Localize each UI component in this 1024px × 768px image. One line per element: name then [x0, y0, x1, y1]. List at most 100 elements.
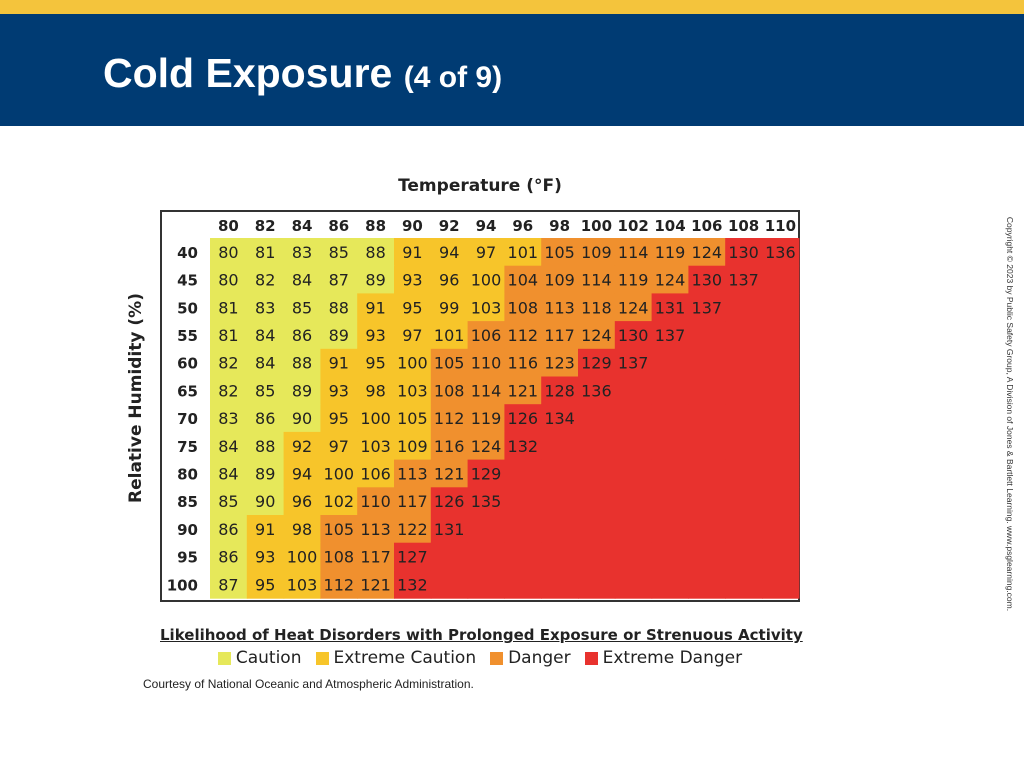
heat-cell-bg: [614, 570, 653, 599]
heat-cell-bg: [651, 293, 689, 322]
heat-cell-value: 93: [329, 381, 349, 400]
heat-cell-value: 85: [292, 298, 312, 317]
heat-cell-value: 131: [434, 520, 465, 539]
temperature-tick-label: 108: [728, 217, 759, 235]
heat-cell-value: 128: [544, 381, 575, 400]
heat-cell-value: 110: [360, 492, 391, 511]
heat-cell-value: 109: [581, 243, 612, 262]
image-credit: Courtesy of National Oceanic and Atmosph…: [143, 677, 474, 691]
heat-cell-bg: [725, 238, 763, 267]
temperature-tick-label: 100: [581, 217, 612, 235]
heat-cell-value: 96: [439, 271, 459, 290]
heat-cell-bg: [651, 542, 689, 571]
heat-cell-bg: [246, 321, 285, 350]
heat-cell-value: 130: [728, 243, 759, 262]
heat-cell-bg: [504, 542, 542, 571]
heat-cell-bg: [430, 348, 469, 378]
heat-cell-bg: [210, 238, 248, 267]
heat-cell-bg: [283, 348, 321, 378]
heat-cell-bg: [394, 431, 432, 461]
heat-cell-value: 113: [544, 298, 575, 317]
heat-cell-bg: [762, 404, 800, 433]
heat-cell-value: 80: [218, 243, 238, 262]
heat-cell-bg: [320, 265, 358, 294]
heat-cell-value: 114: [581, 271, 612, 290]
heat-cell-bg: [541, 293, 579, 322]
heat-cell-bg: [504, 404, 542, 433]
heat-cell-value: 129: [581, 354, 612, 373]
humidity-tick-label: 80: [177, 465, 198, 483]
heat-cell-bg: [578, 487, 616, 516]
heat-cell-bg: [725, 265, 763, 294]
slide-title-main: Cold Exposure: [103, 50, 393, 96]
heat-cell-value: 86: [218, 520, 238, 539]
heat-cell-value: 116: [434, 437, 465, 456]
heat-cell-bg: [762, 431, 800, 461]
heat-cell-bg: [688, 238, 726, 267]
heat-cell-bg: [210, 348, 248, 378]
heat-cell-value: 114: [471, 381, 502, 400]
temperature-tick-label: 106: [691, 217, 722, 235]
heat-cell-bg: [430, 293, 469, 322]
heat-cell-value: 105: [324, 520, 355, 539]
heat-cell-bg: [504, 348, 542, 378]
heat-cell-bg: [394, 265, 432, 294]
heat-cell-bg: [688, 459, 726, 488]
heat-cell-bg: [246, 431, 285, 461]
heat-cell-bg: [430, 238, 469, 267]
heat-cell-value: 129: [471, 464, 502, 483]
heat-cell-bg: [725, 321, 763, 350]
heat-cell-bg: [430, 459, 469, 488]
heat-cell-bg: [762, 321, 800, 350]
heat-cell-value: 81: [218, 298, 238, 317]
legend-swatch-extreme-danger: [584, 651, 598, 665]
heat-cell-bg: [541, 348, 579, 378]
heat-cell-bg: [357, 570, 395, 599]
heat-cell-bg: [504, 321, 542, 350]
heat-cell-bg: [725, 431, 763, 461]
heat-cell-bg: [651, 570, 689, 599]
heat-cell-bg: [320, 404, 358, 433]
heat-index-grid: 80 81 83 85 88 91 94 97 101 105 109 114 119 124 130 136…: [167, 217, 800, 599]
heat-cell-bg: [762, 542, 800, 571]
legend-item-extreme-caution: Extreme Caution: [315, 648, 476, 668]
heat-cell-bg: [651, 404, 689, 433]
heat-cell-bg: [357, 404, 395, 433]
heat-cell-bg: [430, 487, 469, 516]
heat-cell-value: 91: [365, 298, 385, 317]
heat-cell-bg: [357, 542, 395, 571]
heat-cell-value: 95: [402, 298, 422, 317]
legend-item-extreme-danger: Extreme Danger: [584, 648, 742, 668]
heat-cell-bg: [762, 570, 800, 599]
heat-cell-value: 93: [365, 326, 385, 345]
heat-cell-bg: [762, 348, 800, 378]
heat-cell-value: 88: [292, 354, 312, 373]
heat-cell-bg: [504, 293, 542, 322]
heat-cell-bg: [467, 404, 505, 433]
heat-cell-bg: [541, 404, 579, 433]
legend-swatch-caution: [217, 651, 231, 665]
heat-cell-bg: [210, 431, 248, 461]
heat-cell-value: 105: [544, 243, 575, 262]
heat-cell-bg: [320, 459, 358, 488]
heat-cell-value: 84: [255, 354, 275, 373]
heat-cell-value: 101: [508, 243, 539, 262]
heat-cell-value: 132: [508, 437, 539, 456]
heat-cell-bg: [357, 293, 395, 322]
heat-cell-bg: [283, 487, 321, 516]
heat-cell-bg: [614, 376, 653, 405]
heat-cell-bg: [578, 293, 616, 322]
heat-cell-bg: [320, 570, 358, 599]
heat-cell-bg: [394, 515, 432, 544]
heat-cell-value: 109: [544, 271, 575, 290]
heat-cell-bg: [246, 238, 285, 267]
heat-cell-value: 102: [324, 492, 355, 511]
heat-cell-value: 126: [508, 409, 539, 428]
heat-cell-bg: [357, 265, 395, 294]
heat-cell-value: 106: [471, 326, 502, 345]
heat-cell-bg: [688, 404, 726, 433]
heat-cell-value: 112: [324, 575, 355, 594]
heat-cell-bg: [541, 459, 579, 488]
heat-cell-bg: [394, 321, 432, 350]
heat-cell-bg: [688, 321, 726, 350]
